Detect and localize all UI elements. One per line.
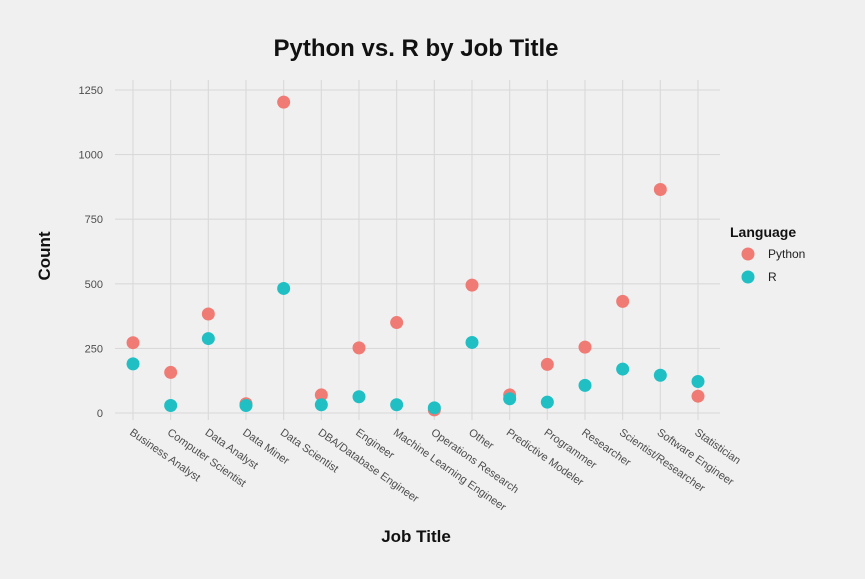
point-python bbox=[352, 341, 366, 355]
legend-label-python: Python bbox=[768, 247, 805, 261]
point-python bbox=[653, 182, 667, 196]
point-r bbox=[427, 401, 441, 415]
point-r bbox=[653, 368, 667, 382]
point-r bbox=[352, 390, 366, 404]
y-tick-label: 500 bbox=[85, 279, 103, 291]
point-r bbox=[164, 399, 178, 413]
legend-title: Language bbox=[730, 224, 796, 240]
y-tick-label: 250 bbox=[85, 343, 103, 355]
point-r bbox=[201, 332, 215, 346]
point-r bbox=[314, 398, 328, 412]
legend: Language Python R bbox=[730, 224, 805, 284]
point-r bbox=[578, 378, 592, 392]
y-tick-label: 1000 bbox=[79, 150, 103, 162]
point-r bbox=[465, 335, 479, 349]
point-python bbox=[314, 388, 328, 402]
y-tick-label: 1250 bbox=[79, 85, 103, 97]
point-r bbox=[390, 398, 404, 412]
point-r bbox=[616, 362, 630, 376]
point-python bbox=[390, 316, 404, 330]
point-r bbox=[540, 395, 554, 409]
point-r bbox=[239, 399, 253, 413]
chart-title: Python vs. R by Job Title bbox=[274, 35, 559, 62]
point-r bbox=[126, 357, 140, 371]
y-axis-title: Count bbox=[35, 231, 54, 280]
point-python bbox=[578, 340, 592, 354]
point-r bbox=[503, 392, 517, 406]
point-python bbox=[540, 357, 554, 371]
point-python bbox=[164, 365, 178, 379]
point-python bbox=[691, 389, 705, 403]
point-python bbox=[201, 307, 215, 321]
point-python bbox=[126, 336, 140, 350]
x-axis-title: Job Title bbox=[381, 527, 451, 546]
point-python bbox=[616, 294, 630, 308]
point-python bbox=[465, 278, 479, 292]
point-r bbox=[691, 374, 705, 388]
legend-key-python bbox=[741, 247, 755, 261]
x-tick-label: Other bbox=[466, 427, 496, 453]
point-python bbox=[277, 95, 291, 109]
legend-key-r bbox=[741, 270, 755, 284]
y-tick-label: 0 bbox=[97, 408, 103, 420]
point-r bbox=[277, 281, 291, 295]
y-tick-label: 750 bbox=[85, 214, 103, 226]
legend-label-r: R bbox=[768, 270, 777, 284]
